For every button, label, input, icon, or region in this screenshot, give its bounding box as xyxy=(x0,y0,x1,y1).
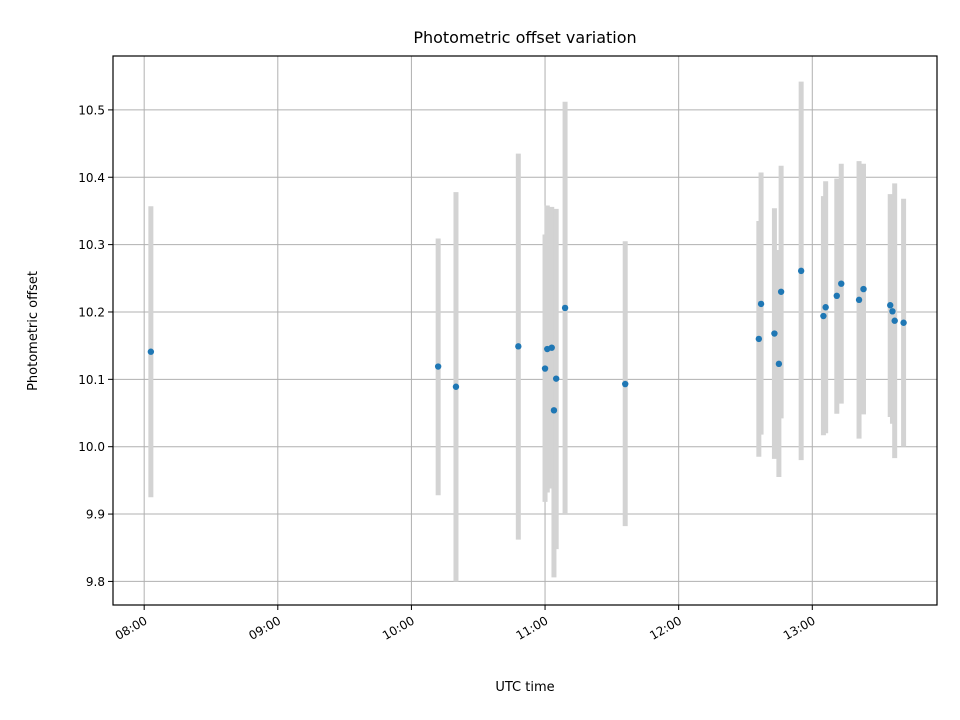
data-points xyxy=(147,267,907,414)
y-tick-label: 9.8 xyxy=(86,575,105,589)
data-point xyxy=(855,296,863,304)
data-point xyxy=(515,343,522,350)
data-point xyxy=(820,312,827,320)
data-point xyxy=(891,317,898,324)
data-point xyxy=(757,300,765,308)
data-point xyxy=(775,360,783,368)
data-point xyxy=(550,407,558,414)
data-point xyxy=(889,308,896,315)
x-tick-label: 09:00 xyxy=(246,613,283,642)
y-tick-label: 10.3 xyxy=(78,238,105,252)
data-point xyxy=(434,363,442,370)
x-axis-ticks: 08:00 09:00 10:00 11:00 12:00 13:00 xyxy=(113,605,818,643)
x-tick-label: 08:00 xyxy=(113,613,150,642)
y-tick-label: 9.9 xyxy=(86,508,105,522)
x-axis-label: UTC time xyxy=(495,680,554,695)
x-tick-label: 11:00 xyxy=(514,613,551,642)
y-axis-label: Photometric offset xyxy=(26,271,41,391)
data-point xyxy=(887,302,894,309)
y-axis-ticks: 9.8 9.9 10.0 10.1 10.2 10.3 10.4 10.5 xyxy=(78,103,113,589)
data-point xyxy=(777,288,785,295)
x-tick-label: 13:00 xyxy=(781,613,818,642)
data-point xyxy=(771,330,778,337)
data-point xyxy=(755,335,763,343)
data-point xyxy=(541,365,549,372)
y-tick-label: 10.5 xyxy=(78,103,105,117)
y-tick-label: 10.2 xyxy=(78,305,105,319)
y-tick-label: 10.1 xyxy=(78,373,105,387)
plot-frame xyxy=(112,55,938,606)
data-point xyxy=(822,304,829,311)
data-point xyxy=(622,380,629,388)
data-point xyxy=(552,375,560,382)
data-point xyxy=(452,383,460,390)
data-point xyxy=(548,344,555,351)
data-point xyxy=(561,304,569,312)
x-tick-label: 10:00 xyxy=(380,613,417,642)
error-bars xyxy=(148,81,907,582)
chart-title: Photometric offset variation xyxy=(413,28,636,47)
data-point xyxy=(833,292,840,300)
data-point xyxy=(147,348,155,355)
data-point xyxy=(860,285,867,293)
grid-lines xyxy=(113,56,937,605)
y-tick-label: 10.4 xyxy=(78,171,105,185)
data-point xyxy=(838,280,845,287)
data-point xyxy=(900,319,907,326)
x-tick-label: 12:00 xyxy=(647,613,684,642)
y-tick-label: 10.0 xyxy=(78,440,105,454)
data-point xyxy=(797,267,805,275)
